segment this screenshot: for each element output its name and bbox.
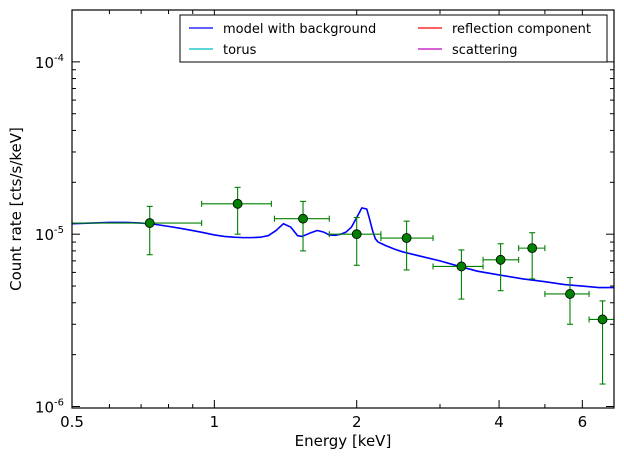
legend-entry: reflection component [418, 22, 591, 37]
data-point [544, 277, 590, 325]
x-tick-label: 2 [352, 413, 362, 431]
y-tick-label: 10-4 [35, 53, 64, 72]
data-points-layer [71, 186, 615, 385]
data-point [201, 186, 272, 235]
legend-box [179, 14, 608, 63]
legend-entry: model with background [189, 22, 376, 37]
x-axis-label: Energy [keV] [295, 432, 392, 450]
legend-entry: scattering [418, 43, 518, 58]
x-tick-label: 1 [210, 413, 220, 431]
y-axis-label: Count rate [cts/s/keV] [7, 127, 25, 291]
data-point [71, 205, 203, 256]
legend-label: torus [223, 43, 257, 58]
ticks-layer: 0.5 1 2 4 6 10-6 10-5 10-4 [35, 9, 615, 431]
data-point [432, 249, 484, 300]
series-layer [72, 207, 614, 289]
legend-entry: torus [189, 43, 257, 58]
x-tick-label: 4 [494, 413, 504, 431]
data-point [518, 232, 546, 280]
model-line [72, 207, 614, 289]
x-tick-label: 0.5 [60, 413, 84, 431]
data-point [482, 243, 520, 292]
data-point [328, 216, 382, 266]
legend-label: reflection component [452, 22, 591, 37]
data-point [273, 200, 330, 252]
legend-label: model with background [223, 22, 376, 37]
x-tick-label: 6 [578, 413, 588, 431]
plot-frame [71, 9, 615, 409]
data-point [588, 300, 615, 385]
data-point [380, 220, 434, 271]
y-tick-label: 10-6 [35, 397, 64, 416]
legend: model with background reflection componen… [179, 14, 608, 63]
y-tick-label: 10-5 [35, 225, 64, 244]
legend-label: scattering [452, 43, 518, 58]
